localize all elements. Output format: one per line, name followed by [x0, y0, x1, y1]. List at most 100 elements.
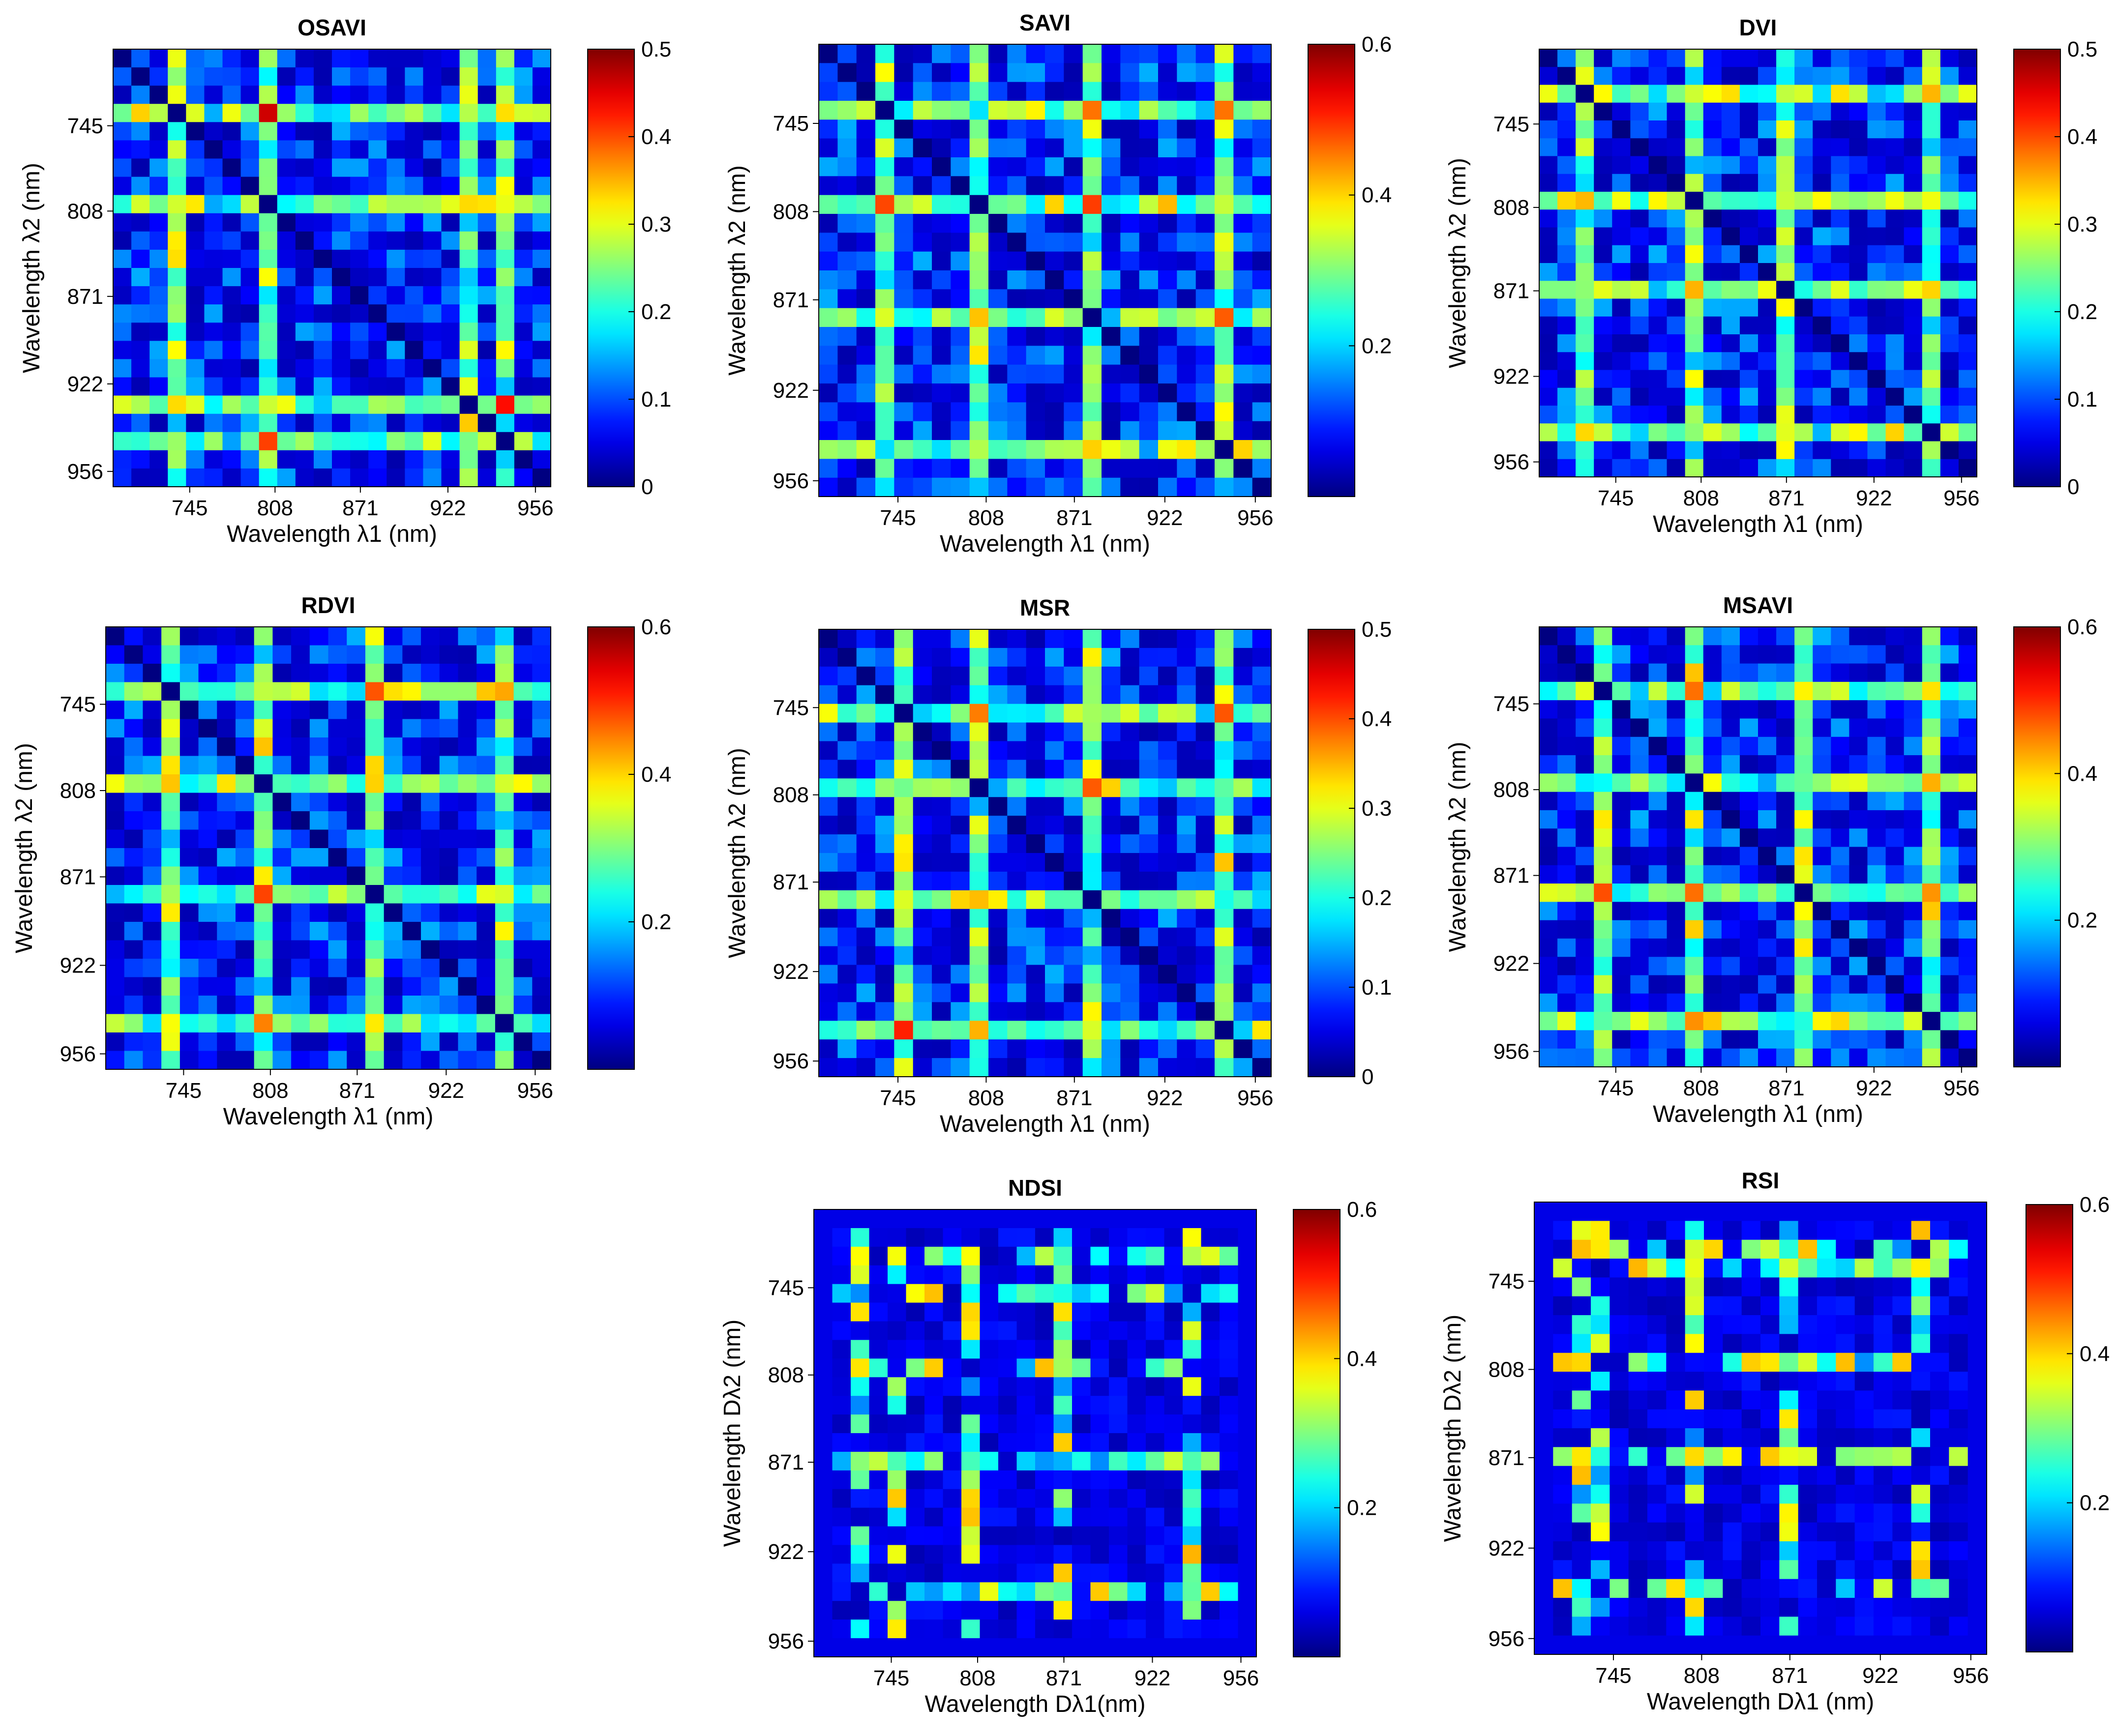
heatmap-cell — [1201, 1638, 1220, 1657]
heatmap-cell — [1930, 1560, 1949, 1580]
x-tick-label: 745 — [880, 1086, 916, 1110]
heatmap-cell — [1177, 176, 1196, 196]
y-axis-label: Wavelength λ2 (nm) — [19, 163, 45, 373]
heatmap-cell — [179, 977, 199, 996]
heatmap-cell — [477, 737, 496, 757]
heatmap-cell — [441, 450, 460, 469]
heatmap-cell — [1102, 477, 1121, 497]
heatmap-cell — [1904, 174, 1923, 192]
heatmap-cell — [913, 871, 932, 891]
colorbar-tick-label: 0.4 — [1347, 1347, 1377, 1371]
heatmap-cell — [1164, 1228, 1183, 1247]
heatmap-cell — [1183, 1414, 1202, 1434]
heatmap-cell — [869, 1433, 888, 1452]
heatmap-cell — [332, 377, 351, 396]
heatmap-cell — [1885, 773, 1905, 793]
heatmap-cell — [1794, 755, 1813, 774]
heatmap-cell — [1922, 792, 1941, 811]
heatmap-cell — [1703, 847, 1722, 866]
heatmap-cell — [1885, 174, 1905, 192]
heatmap-cell — [1904, 828, 1923, 848]
heatmap-cell — [1949, 1390, 1968, 1410]
heatmap-cell — [441, 249, 460, 268]
heatmap-cell — [1836, 1503, 1855, 1523]
heatmap-cell — [124, 774, 144, 794]
heatmap-cell — [384, 829, 403, 849]
heatmap-cell — [459, 450, 478, 469]
heatmap-cell — [1016, 1414, 1036, 1434]
heatmap-cell — [875, 1058, 894, 1077]
heatmap-cell — [1220, 1414, 1239, 1434]
heatmap-cell — [980, 1284, 999, 1303]
heatmap-cell — [1628, 1485, 1648, 1504]
heatmap-cell — [1158, 853, 1177, 872]
heatmap-cell — [1158, 119, 1177, 139]
heatmap-cell — [913, 890, 932, 910]
y-tick-label: 956 — [773, 1049, 809, 1073]
heatmap-cell — [894, 1002, 914, 1021]
heatmap-cell — [1007, 364, 1027, 384]
heatmap-cell — [961, 1470, 981, 1490]
heatmap-cell — [1109, 1228, 1128, 1247]
heatmap-cell — [1760, 1503, 1780, 1523]
heatmap-cell — [1026, 251, 1045, 271]
heatmap-cell — [1831, 1048, 1850, 1067]
heatmap-cell — [1215, 364, 1234, 384]
heatmap-cell — [819, 797, 838, 816]
heatmap-cell — [439, 719, 459, 738]
heatmap-cell — [1102, 909, 1121, 928]
heatmap-cell — [1885, 1048, 1905, 1067]
heatmap-cell — [1576, 847, 1594, 866]
heatmap-cell — [1958, 847, 1977, 866]
heatmap-cell — [1252, 890, 1272, 910]
heatmap-cell — [477, 341, 497, 360]
heatmap-cell — [1849, 227, 1868, 246]
heatmap-cell — [1215, 1058, 1234, 1077]
heatmap-cell — [924, 1545, 944, 1564]
heatmap-cell — [1120, 965, 1140, 984]
heatmap-cell — [459, 122, 478, 141]
heatmap-cell — [1739, 810, 1758, 829]
heatmap-cell — [856, 195, 876, 214]
heatmap-cell — [387, 104, 405, 122]
heatmap-cell — [1849, 387, 1868, 406]
heatmap-cell — [969, 629, 989, 648]
heatmap-cell — [149, 413, 168, 433]
heatmap-cell — [1539, 1030, 1558, 1049]
heatmap-cell — [1609, 1447, 1629, 1467]
heatmap-cell — [143, 977, 162, 996]
heatmap-cell — [1053, 1414, 1073, 1434]
heatmap-cell — [1813, 975, 1831, 994]
heatmap-cell — [1958, 1030, 1977, 1049]
heatmap-cell — [1576, 459, 1594, 477]
heatmap-cell — [291, 829, 310, 849]
heatmap-cell — [1026, 119, 1045, 139]
heatmap-cell — [1630, 370, 1649, 388]
heatmap-cell — [1685, 174, 1704, 192]
heatmap-cell — [1090, 1284, 1109, 1303]
heatmap-cell — [1817, 1372, 1836, 1391]
heatmap-cell — [423, 249, 442, 268]
heatmap-cell — [1177, 421, 1196, 441]
heatmap-cell — [1183, 1601, 1202, 1620]
heatmap-cell — [913, 983, 932, 1002]
heatmap-cell — [387, 140, 405, 159]
heatmap-cell — [1102, 440, 1121, 459]
heatmap-cell — [1572, 1315, 1591, 1334]
heatmap-cell — [1146, 1619, 1165, 1639]
heatmap-cell — [1252, 741, 1272, 761]
heatmap-cell — [1704, 1277, 1723, 1297]
heatmap-cell — [313, 286, 332, 305]
heatmap-cell — [1539, 441, 1558, 460]
heatmap-cell — [1798, 1560, 1818, 1580]
heatmap-cell — [1177, 327, 1196, 346]
heatmap-cell — [254, 737, 273, 757]
heatmap-cell — [1557, 138, 1576, 157]
heatmap-cell — [1252, 629, 1272, 648]
heatmap-cell — [459, 341, 478, 360]
heatmap-cell — [1904, 387, 1923, 406]
heatmap-cell — [405, 122, 424, 141]
heatmap-cell — [1630, 67, 1649, 86]
heatmap-cell — [1609, 1372, 1629, 1391]
heatmap-cell — [124, 756, 144, 775]
